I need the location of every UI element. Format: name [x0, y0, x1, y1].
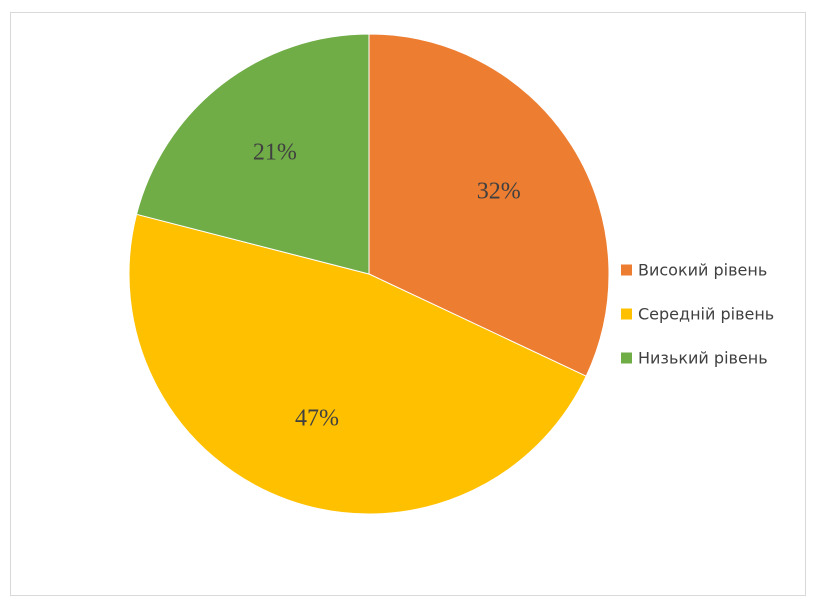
pie-slice-1 — [128, 213, 587, 515]
pie-slices — [128, 33, 610, 515]
slice-data-label-0: 32% — [477, 179, 521, 205]
legend-swatch-2 — [621, 352, 632, 364]
pie-slice-labels: 32% 47% 21% — [253, 140, 521, 432]
legend-swatch-1 — [621, 308, 632, 320]
legend-swatch-0 — [621, 264, 632, 276]
pie-slice-0 — [368, 33, 610, 377]
legend-label-0: Високий рівень — [638, 261, 767, 280]
legend-label-1: Середній рівень — [638, 305, 774, 324]
legend-label-2: Низький рівень — [638, 349, 768, 368]
slice-data-label-2: 21% — [253, 140, 297, 166]
pie-slice-2 — [135, 33, 370, 275]
chart-legend: Високий рівень Середній рівень Низький рів… — [621, 261, 774, 368]
slice-data-label-1: 47% — [295, 406, 339, 432]
